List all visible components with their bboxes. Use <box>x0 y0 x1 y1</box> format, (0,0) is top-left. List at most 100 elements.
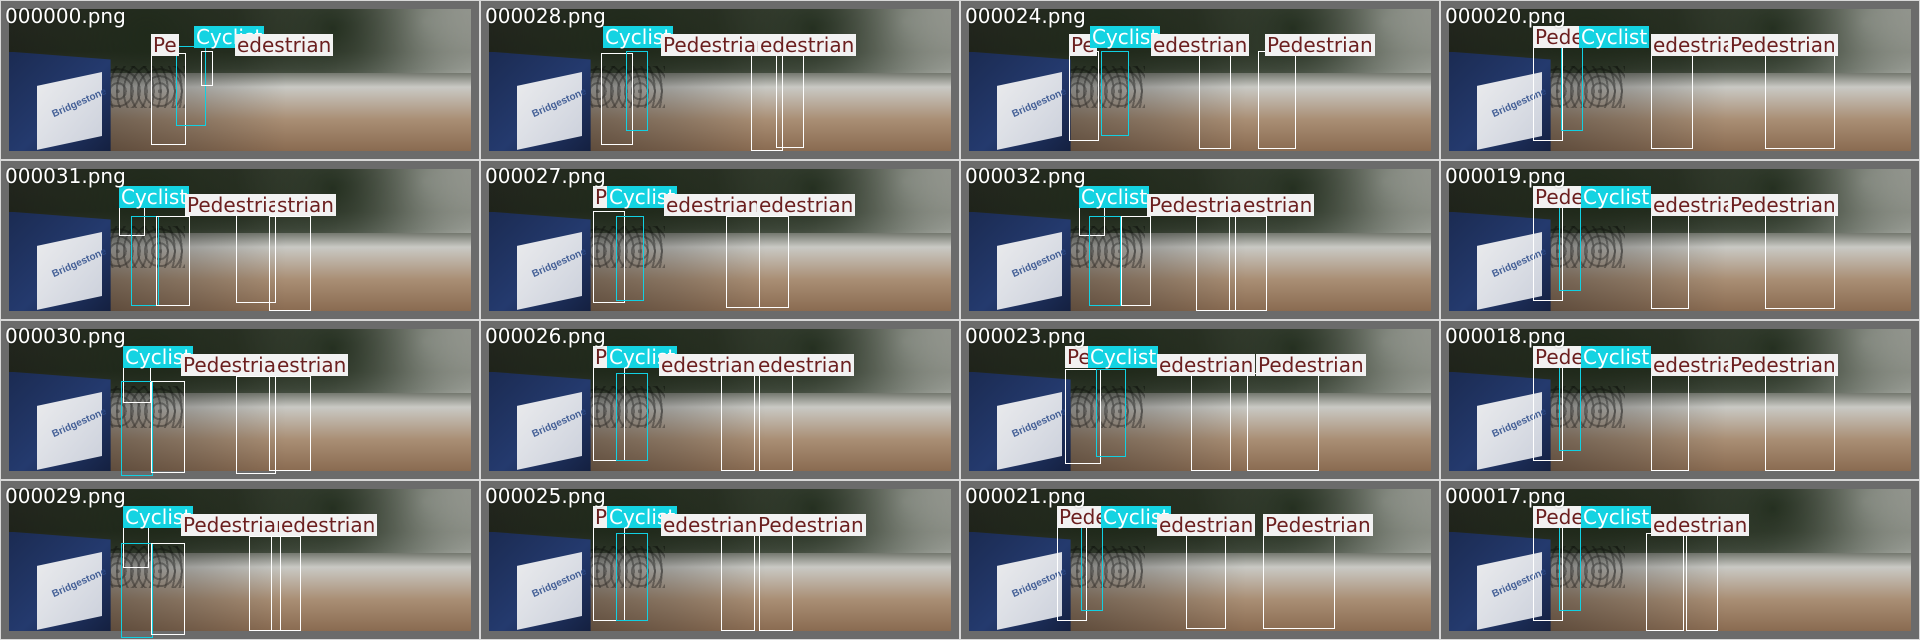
parked-bicycles <box>1541 225 1625 269</box>
pedestrian-label: edestrian <box>1151 33 1250 57</box>
street-photo: Bridgestone <box>969 329 1431 471</box>
bbox <box>121 381 153 476</box>
pedestrian-label: edestrian <box>1157 353 1256 377</box>
pedestrian-label: Pedestrian <box>181 353 291 377</box>
street-photo: Bridgestone <box>9 489 471 631</box>
street-photo: Bridgestone <box>969 9 1431 151</box>
bbox <box>269 376 311 471</box>
pedestrian-label: edestrian <box>1651 353 1750 377</box>
tile-filename: 000023.png <box>965 324 1086 348</box>
cyclist-label: Cyclist <box>1090 25 1161 49</box>
pedestrian-label: edestrian <box>661 513 760 537</box>
bbox <box>1191 373 1231 471</box>
bbox <box>1561 46 1583 131</box>
bbox <box>626 51 648 131</box>
tile-filename: 000028.png <box>485 4 606 28</box>
street-photo: Bridgestone <box>489 169 951 311</box>
bbox <box>271 536 301 631</box>
pedestrian-label: Pedestrian <box>1728 193 1838 217</box>
pedestrian-label: Pe <box>1069 33 1097 57</box>
street-photo: Bridgestone <box>489 329 951 471</box>
pedestrian-label: Pedestrian <box>181 513 291 537</box>
parked-bicycles <box>1541 545 1625 589</box>
tile-filename: 000000.png <box>5 4 126 28</box>
bbox <box>1765 373 1835 471</box>
cyclist-label: Cyclist <box>123 345 194 369</box>
bbox <box>776 53 804 148</box>
tile-filename: 000021.png <box>965 484 1086 508</box>
bbox <box>1765 211 1835 309</box>
bbox <box>726 216 760 308</box>
pedestrian-label: Pede <box>1533 25 1586 49</box>
detection-tile: Bridgestone 000024.png Pe Cyclist edestrian P… <box>960 0 1440 160</box>
tile-filename: 000031.png <box>5 164 126 188</box>
bbox <box>1199 51 1231 149</box>
pedestrian-label: edestrian <box>757 193 856 217</box>
parked-bicycles <box>101 225 185 269</box>
detection-tile: Bridgestone000026.pngPeCyclistedestriane… <box>480 320 960 480</box>
pedestrian-label: edestrian <box>758 33 857 57</box>
tile-filename: 000017.png <box>1445 484 1566 508</box>
pedestrian-label: Pedestrian <box>1728 33 1838 57</box>
pedestrian-label: edestrian <box>279 513 378 537</box>
pedestrian-label: Pedestrian <box>1265 33 1375 57</box>
bbox <box>1229 216 1267 311</box>
pedestrian-label: edestrian <box>1157 513 1256 537</box>
pedestrian-label: edestrian <box>235 33 334 57</box>
cyclist-label: Cyclist <box>123 505 194 529</box>
pedestrian-label: edestrian <box>664 193 763 217</box>
bbox <box>1651 51 1693 149</box>
cyclist-label: Cyclist <box>1581 505 1652 529</box>
street-photo: Bridgestone <box>1449 489 1911 631</box>
pedestrian-label: Pedes <box>1533 185 1597 209</box>
bbox <box>1096 369 1126 457</box>
bbox <box>201 51 213 86</box>
bbox <box>1121 216 1151 306</box>
tile-filename: 000027.png <box>485 164 606 188</box>
parked-bicycles <box>101 65 185 109</box>
pedestrian-label: Pedestrian <box>756 513 866 537</box>
bbox <box>1258 51 1296 149</box>
cyclist-label: Cyclist <box>607 185 678 209</box>
cyclist-label: Cyclist <box>1581 185 1652 209</box>
bbox <box>1651 211 1689 309</box>
parked-bicycles <box>1541 385 1625 429</box>
bbox <box>1247 373 1319 471</box>
bbox <box>1065 369 1101 464</box>
bbox <box>759 373 793 471</box>
street-photo: Bridgestone <box>489 9 951 151</box>
tile-filename: 000026.png <box>485 324 606 348</box>
bbox <box>1186 531 1226 629</box>
pedestrian-label: P <box>593 185 610 209</box>
tile-filename: 000018.png <box>1445 324 1566 348</box>
bbox <box>269 216 311 311</box>
cyclist-label: Cyclist <box>607 505 678 529</box>
bbox <box>131 216 159 306</box>
bbox <box>1533 46 1563 141</box>
bbox <box>721 533 755 631</box>
cyclist-label: Cyclist <box>1579 25 1650 49</box>
bbox <box>616 373 648 461</box>
bbox <box>1559 206 1581 291</box>
bbox <box>1559 366 1581 451</box>
bbox <box>1646 533 1684 631</box>
pedestrian-label: Pede <box>1057 505 1110 529</box>
bbox <box>176 46 206 126</box>
bbox <box>151 543 185 635</box>
bbox <box>1081 526 1103 611</box>
pedestrian-label: edestrian <box>659 353 758 377</box>
pedestrian-label: edestrian <box>1651 513 1750 537</box>
bbox <box>1196 216 1236 311</box>
bbox <box>721 373 755 471</box>
street-photo: Bridgestone <box>9 329 471 471</box>
detection-tile: Bridgestone000025.pngPeCyclistedestrianP… <box>480 480 960 640</box>
pedestrian-label: Pede <box>1533 505 1586 529</box>
bbox <box>1069 51 1099 141</box>
tile-filename: 000025.png <box>485 484 606 508</box>
detection-tile: Bridgestone 000021.png Pede Cyclist edestria… <box>960 480 1440 640</box>
street-photo: Bridgestone <box>489 489 951 631</box>
detection-tile: Bridgestone 000023.png Peo Cyclist edestrian… <box>960 320 1440 480</box>
bbox <box>151 381 185 473</box>
tile-filename: 000024.png <box>965 4 1086 28</box>
